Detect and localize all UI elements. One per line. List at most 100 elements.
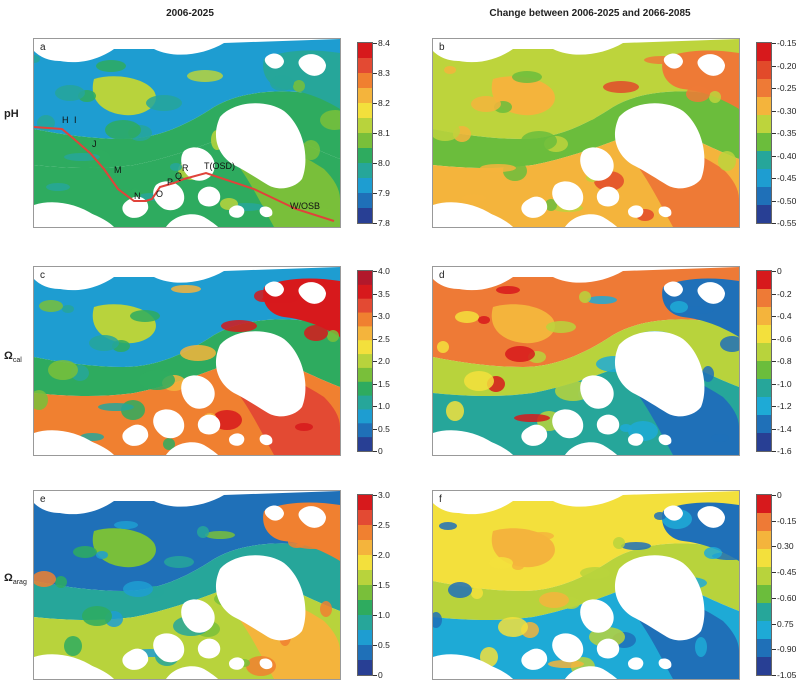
land-7 [697,54,725,76]
colorbar-tick-label: 8.4 [378,38,390,48]
ocean-patch [514,414,550,422]
land-5 [34,430,114,455]
ocean-region-5 [491,304,555,344]
colorbar-tick [772,451,776,452]
colorbar-tick [373,103,377,104]
colorbar-swatch [757,97,771,116]
transect-station-9: T(OSD) [204,161,235,171]
colorbar-tick-label: -0.35 [777,128,797,138]
colorbar-tick [772,338,776,340]
colorbar-tick-label: 8.2 [378,98,390,108]
ocean-patch [327,330,339,342]
colorbar-swatch [358,367,372,383]
ocean-patch [620,424,632,432]
ocean-patch [170,163,182,171]
colorbar-tick [772,572,776,574]
colorbar-swatch [757,603,771,622]
colorbar-tick [772,597,776,599]
colorbar-swatch [757,79,771,98]
ocean-patch [329,511,340,519]
colorbar-tick-label: 3.0 [378,311,390,321]
land-11 [627,433,644,446]
colorbar-swatch [358,298,372,314]
colorbar-swatch [757,61,771,80]
colorbar-tick-label: 0.5 [378,640,390,650]
column-title-right: Change between 2006-2025 and 2066-2085 [489,8,691,19]
row-label-omega-cal: Ωcal [4,350,22,365]
colorbar-tick [772,133,776,134]
colorbar-tick-label: 0 [378,670,383,680]
colorbar-swatch [358,437,372,451]
colorbar-tick [373,555,377,556]
colorbar-tick-label: -0.30 [777,105,797,116]
land-5 [34,654,114,679]
colorbar-tick [772,155,776,157]
ocean-patch [505,346,535,362]
land-1 [580,375,614,409]
colorbar-tick [373,223,377,224]
colorbar-tick-label: 0 [378,446,383,456]
ocean-patch [704,547,722,559]
row-label-ph: pH [4,108,19,120]
ocean-patch [197,526,209,538]
colorbar-tick-label: 3.5 [378,288,390,299]
ocean-patch [709,91,721,103]
colorbar-tick [772,271,776,272]
land-0 [215,331,306,417]
colorbar-swatch [358,178,372,194]
ocean-patch [444,66,456,74]
colorbar-swatch [358,645,372,661]
colorbar-tick [373,406,377,407]
land-0 [614,103,705,189]
ocean-patch [64,636,82,656]
land-10 [543,267,603,279]
land-9 [34,39,104,61]
colorbar-tick [772,406,776,407]
land-6 [565,442,617,455]
land-7 [298,506,326,528]
map-f [433,491,739,679]
land-0 [614,555,705,641]
colorbar-tick [373,163,377,164]
ocean-patch [187,70,223,82]
colorbar-swatch [358,133,372,149]
colorbar-tick-label: 8.0 [378,158,390,168]
colorbar-swatch [358,423,372,438]
land-3 [197,638,221,659]
colorbar-tick-label: 8.3 [378,68,390,78]
land-8 [264,281,284,297]
colorbar-tick-label: -0.55 [777,218,797,228]
colorbar-tick [772,428,776,430]
ocean-patch [580,567,610,579]
land-12 [259,658,273,670]
land-3 [197,186,221,207]
land-2 [153,409,185,439]
colorbar-tick [373,615,377,616]
land-8 [264,53,284,69]
colorbar-swatch [757,325,771,344]
map-panel-b: b [432,38,740,228]
colorbar-swatch [358,660,372,675]
panel-label: e [40,494,46,505]
panel-label: d [439,270,445,281]
colorbar-swatch [358,88,372,104]
ocean-patch [55,85,85,101]
ocean-patch [455,311,479,323]
column-title-left: 2006-2025 [166,8,214,19]
ocean-patch [478,316,490,324]
colorbar-swatch [358,73,372,89]
ocean-patch [471,587,483,599]
land-12 [658,434,672,446]
colorbar-swatch [757,43,771,62]
colorbar-swatch [358,148,372,164]
ocean-patch [702,366,714,382]
colorbar-tick-label: -0.20 [777,60,797,71]
land-11 [627,205,644,218]
colorbar-tick-label: -1.6 [777,446,792,456]
ocean-patch [720,336,739,352]
ocean-patch [293,80,305,92]
land-2 [552,633,584,663]
ocean-patch [718,151,736,171]
ocean-patch [464,371,494,391]
colorbar-swatch [358,340,372,355]
